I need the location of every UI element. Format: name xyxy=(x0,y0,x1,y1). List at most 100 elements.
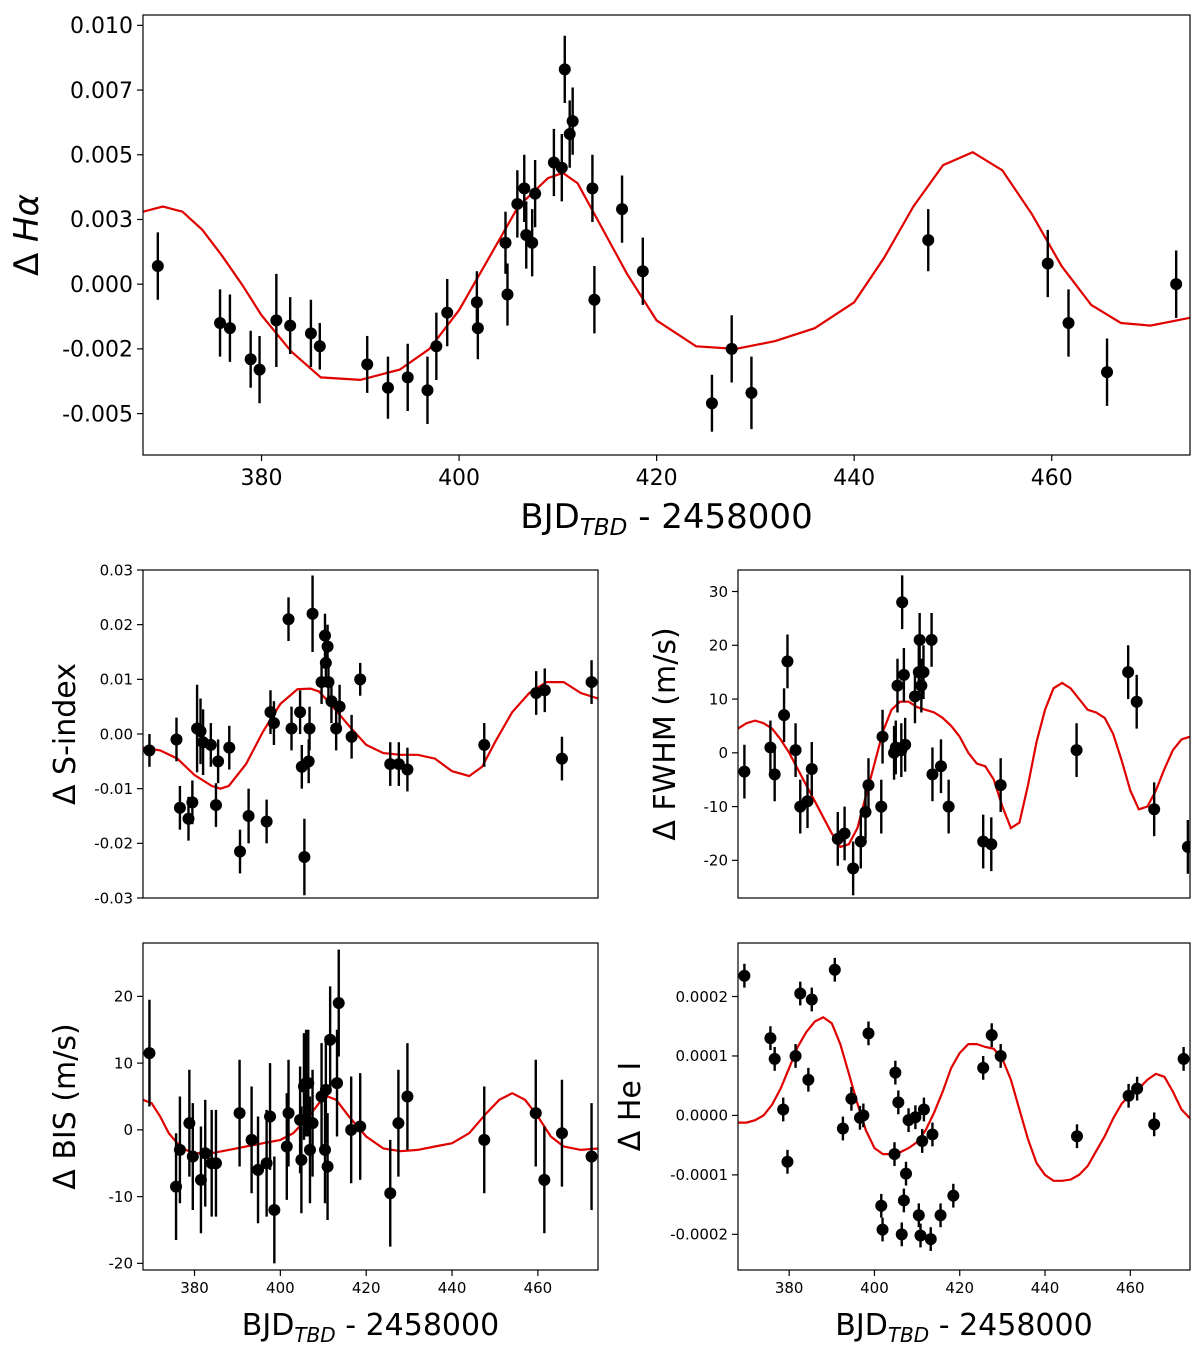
y-tick-label: 0.0002 xyxy=(676,988,729,1006)
data-point xyxy=(917,1103,930,1116)
x-tick-label: 400 xyxy=(438,466,480,491)
data-point xyxy=(934,1209,947,1222)
data-point xyxy=(862,779,875,792)
y-axis-label: Δ S-index xyxy=(48,663,83,805)
data-point xyxy=(209,1157,222,1170)
data-point xyxy=(1070,744,1083,757)
y-tick-label: -10 xyxy=(109,1188,134,1206)
data-point xyxy=(555,161,568,174)
x-tick-label: 420 xyxy=(945,1279,974,1297)
data-point xyxy=(558,63,571,76)
y-tick-label: 10 xyxy=(709,690,728,708)
model-curve xyxy=(143,681,598,790)
data-point xyxy=(789,744,802,757)
plot-area xyxy=(143,949,598,1264)
data-point xyxy=(781,1155,794,1168)
x-axis-label: BJDTBD - 2458000 xyxy=(835,1308,1092,1347)
data-point xyxy=(384,758,397,771)
data-point xyxy=(705,397,718,410)
data-point xyxy=(303,722,316,735)
data-point xyxy=(401,763,414,776)
y-tick-label: 0.005 xyxy=(70,143,133,168)
data-point xyxy=(1148,803,1161,816)
data-point xyxy=(916,1134,929,1147)
y-axis-label: Δ He I xyxy=(613,1062,648,1151)
axes-frame xyxy=(737,569,1191,899)
y-tick-label: 30 xyxy=(709,583,728,601)
y-tick-label: 0 xyxy=(123,1121,133,1139)
data-point xyxy=(282,613,295,626)
data-point xyxy=(909,1111,922,1124)
data-point xyxy=(897,668,910,681)
y-tick-label: 20 xyxy=(114,988,133,1006)
data-point xyxy=(1181,840,1190,853)
data-point xyxy=(199,1147,212,1160)
data-point xyxy=(555,752,568,765)
data-point xyxy=(252,1163,265,1176)
data-point xyxy=(186,1150,199,1163)
x-tick-label: 460 xyxy=(1031,466,1073,491)
data-point xyxy=(1101,366,1114,379)
model-curve xyxy=(738,1016,1190,1182)
data-point xyxy=(333,700,346,713)
x-tick-label: 400 xyxy=(860,1279,889,1297)
y-tick-label: -10 xyxy=(704,798,729,816)
hei-panel: 380 400 420 440 460 0.0002 0.0001 0.0000 -0.0001… xyxy=(613,942,1191,1347)
data-point xyxy=(1122,666,1135,679)
data-point xyxy=(401,371,414,384)
x-tick-label: 380 xyxy=(180,1279,209,1297)
data-point xyxy=(253,363,266,376)
data-point xyxy=(857,1109,870,1122)
data-point xyxy=(985,838,998,851)
halpha-panel: 380 400 420 440 460 0.010 0.007 0.005 0.003 0.000… xyxy=(7,14,1191,541)
data-point xyxy=(836,1122,849,1135)
data-point xyxy=(1148,1118,1161,1131)
data-point xyxy=(478,738,491,751)
bis-panel: 380 400 420 440 460 20 10 0 -10 -20 Δ BIS (m/s) BJD… xyxy=(48,942,599,1347)
data-point xyxy=(151,260,164,273)
y-tick-label: 0.01 xyxy=(100,671,133,689)
data-point xyxy=(194,725,207,738)
data-point xyxy=(899,738,912,751)
data-point xyxy=(895,1228,908,1241)
data-point xyxy=(529,187,542,200)
y-tick-label: 20 xyxy=(709,637,728,655)
data-point xyxy=(284,319,297,332)
data-point xyxy=(862,1027,875,1040)
data-point xyxy=(214,317,227,329)
data-point xyxy=(896,596,909,609)
axes-frame xyxy=(142,14,1191,456)
fwhm-panel: 30 20 10 0 -10 -20 Δ FWHM (m/s) xyxy=(648,569,1191,899)
data-point xyxy=(478,1133,491,1146)
data-point xyxy=(876,1223,889,1236)
data-point xyxy=(764,741,777,754)
data-point xyxy=(802,1073,815,1086)
data-point xyxy=(985,1029,998,1042)
y-tick-label: 0.03 xyxy=(100,561,133,579)
data-point xyxy=(186,796,199,809)
data-point xyxy=(912,1209,925,1222)
data-point xyxy=(585,1150,598,1163)
data-point xyxy=(913,633,926,646)
data-point xyxy=(566,115,579,128)
x-tick-label: 380 xyxy=(241,466,283,491)
y-tick-label: -0.02 xyxy=(94,835,133,853)
data-point xyxy=(900,1167,913,1180)
data-point xyxy=(345,730,358,743)
x-tick-label: 400 xyxy=(266,1279,295,1297)
data-point xyxy=(285,722,298,735)
x-tick-label: 420 xyxy=(636,466,678,491)
y-tick-label: -0.01 xyxy=(94,780,133,798)
data-point xyxy=(173,801,186,814)
data-point xyxy=(588,293,601,306)
data-point xyxy=(847,862,860,875)
y-tick-label: 0.0000 xyxy=(676,1107,729,1125)
data-point xyxy=(794,987,807,1000)
data-point xyxy=(306,1117,319,1130)
data-point xyxy=(922,234,935,247)
data-point xyxy=(914,1229,927,1242)
y-axis-label: Δ Hα xyxy=(7,194,47,276)
y-tick-label: -20 xyxy=(109,1255,134,1273)
data-point xyxy=(194,1173,207,1186)
data-point xyxy=(223,322,236,335)
